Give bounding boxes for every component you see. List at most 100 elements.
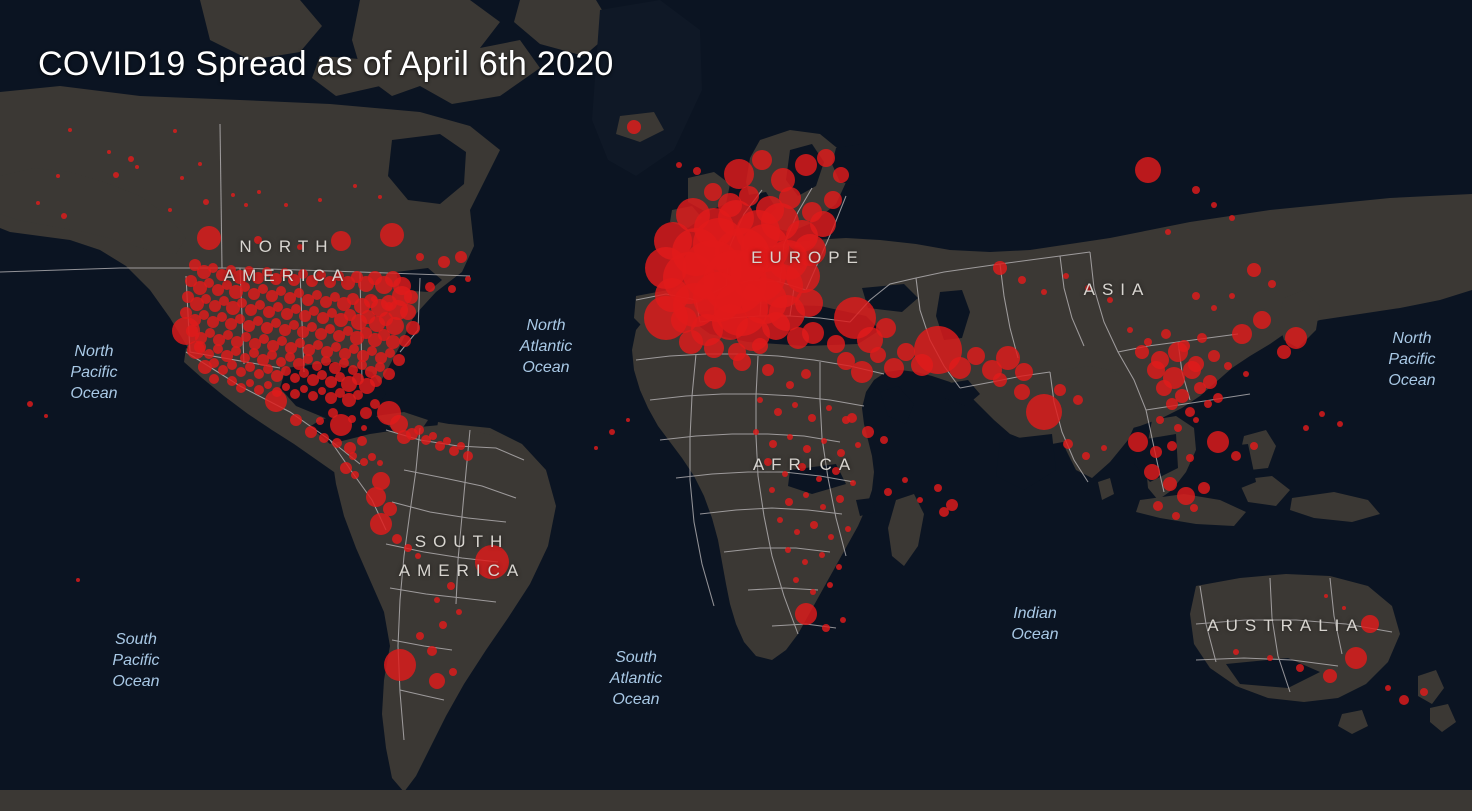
case-marker[interactable] [207, 316, 219, 328]
case-marker[interactable] [626, 418, 630, 422]
case-marker[interactable] [1208, 350, 1220, 362]
case-marker[interactable] [172, 317, 200, 345]
case-marker[interactable] [1342, 606, 1346, 610]
case-marker[interactable] [325, 392, 337, 404]
case-marker[interactable] [816, 476, 822, 482]
case-marker[interactable] [383, 502, 397, 516]
case-marker[interactable] [249, 348, 259, 358]
case-marker[interactable] [240, 282, 250, 292]
case-marker[interactable] [330, 414, 352, 436]
case-marker[interactable] [594, 446, 598, 450]
case-marker[interactable] [312, 290, 322, 300]
case-marker[interactable] [414, 425, 424, 435]
case-marker[interactable] [1211, 202, 1217, 208]
case-marker[interactable] [299, 368, 309, 378]
case-marker[interactable] [360, 407, 372, 419]
case-marker[interactable] [769, 440, 777, 448]
case-marker[interactable] [216, 269, 228, 281]
case-marker[interactable] [357, 436, 367, 446]
case-marker[interactable] [128, 156, 134, 162]
case-marker[interactable] [1231, 451, 1241, 461]
case-marker[interactable] [1167, 441, 1177, 451]
case-marker[interactable] [782, 471, 788, 477]
case-marker[interactable] [344, 442, 356, 454]
case-marker[interactable] [321, 346, 333, 358]
case-marker[interactable] [284, 292, 296, 304]
case-marker[interactable] [299, 310, 311, 322]
case-marker[interactable] [198, 360, 212, 374]
case-marker[interactable] [248, 288, 260, 300]
case-marker[interactable] [380, 223, 404, 247]
case-marker[interactable] [803, 492, 809, 498]
case-marker[interactable] [1073, 395, 1083, 405]
case-marker[interactable] [795, 603, 817, 625]
case-marker[interactable] [203, 199, 209, 205]
case-marker[interactable] [771, 168, 795, 192]
case-marker[interactable] [833, 167, 849, 183]
case-marker[interactable] [1063, 273, 1069, 279]
case-marker[interactable] [949, 357, 971, 379]
case-marker[interactable] [1224, 362, 1232, 370]
case-marker[interactable] [1204, 400, 1212, 408]
case-marker[interactable] [386, 335, 400, 349]
case-marker[interactable] [370, 399, 380, 409]
case-marker[interactable] [217, 312, 227, 322]
case-marker[interactable] [762, 364, 774, 376]
case-marker[interactable] [847, 413, 857, 423]
case-marker[interactable] [1229, 293, 1235, 299]
case-marker[interactable] [1253, 311, 1271, 329]
case-marker[interactable] [285, 352, 295, 362]
case-marker[interactable] [209, 300, 221, 312]
case-marker[interactable] [762, 312, 790, 340]
case-marker[interactable] [704, 338, 724, 358]
case-marker[interactable] [1144, 338, 1152, 346]
case-marker[interactable] [798, 463, 806, 471]
case-marker[interactable] [609, 429, 615, 435]
case-marker[interactable] [27, 401, 33, 407]
case-marker[interactable] [447, 582, 455, 590]
case-marker[interactable] [309, 306, 319, 316]
case-marker[interactable] [307, 374, 319, 386]
case-marker[interactable] [44, 414, 48, 418]
case-marker[interactable] [1163, 477, 1177, 491]
case-marker[interactable] [392, 534, 402, 544]
case-marker[interactable] [219, 296, 229, 306]
case-marker[interactable] [390, 415, 408, 433]
case-marker[interactable] [306, 275, 318, 287]
case-marker[interactable] [267, 350, 277, 360]
case-marker[interactable] [439, 621, 447, 629]
case-marker[interactable] [421, 435, 431, 445]
case-marker[interactable] [383, 368, 395, 380]
case-marker[interactable] [290, 389, 300, 399]
case-marker[interactable] [795, 289, 823, 317]
case-marker[interactable] [917, 497, 923, 503]
case-marker[interactable] [245, 304, 257, 316]
case-marker[interactable] [1165, 229, 1171, 235]
case-marker[interactable] [313, 340, 323, 350]
case-marker[interactable] [810, 211, 836, 237]
case-marker[interactable] [213, 344, 223, 354]
case-marker[interactable] [378, 329, 390, 341]
case-marker[interactable] [443, 437, 451, 445]
case-marker[interactable] [253, 316, 263, 326]
case-marker[interactable] [168, 208, 172, 212]
case-marker[interactable] [375, 352, 387, 364]
case-marker[interactable] [225, 318, 237, 330]
case-marker[interactable] [1198, 482, 1210, 494]
case-marker[interactable] [297, 244, 303, 250]
case-marker[interactable] [427, 646, 437, 656]
case-marker[interactable] [753, 429, 759, 435]
case-marker[interactable] [297, 326, 309, 338]
case-marker[interactable] [237, 298, 247, 308]
case-marker[interactable] [229, 285, 243, 299]
case-marker[interactable] [370, 375, 382, 387]
case-marker[interactable] [271, 370, 283, 382]
case-marker[interactable] [1277, 345, 1291, 359]
case-marker[interactable] [802, 559, 808, 565]
case-marker[interactable] [845, 526, 851, 532]
case-marker[interactable] [321, 356, 331, 366]
case-marker[interactable] [298, 269, 308, 279]
case-marker[interactable] [828, 534, 834, 540]
case-marker[interactable] [68, 128, 72, 132]
case-marker[interactable] [1135, 345, 1149, 359]
